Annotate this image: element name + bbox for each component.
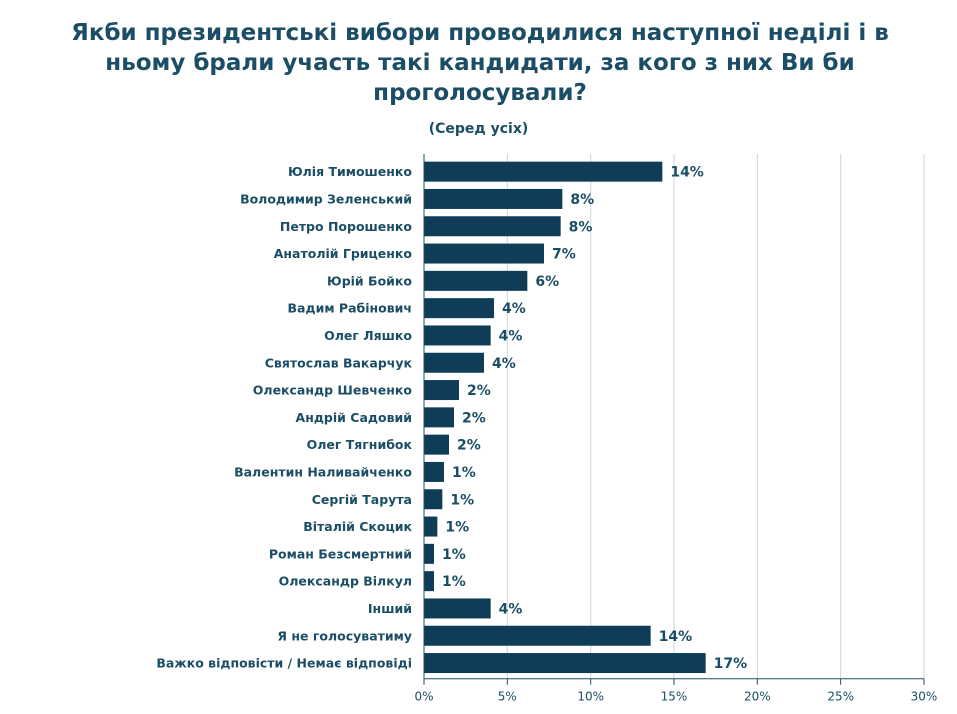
value-label: 1% — [442, 574, 466, 590]
value-label: 14% — [670, 165, 704, 181]
category-label: Юлія Тимошенко — [288, 164, 412, 179]
value-label: 2% — [467, 383, 491, 399]
category-label: Юрій Бойко — [327, 273, 412, 288]
bar — [424, 216, 561, 237]
category-label: Анатолій Гриценко — [274, 246, 413, 261]
value-label: 14% — [659, 629, 693, 645]
value-label: 6% — [535, 274, 559, 290]
category-label: Роман Безсмертний — [269, 546, 412, 561]
bar — [424, 434, 449, 455]
axis-layer: 0% 5% 10% 15% 20% 25% 30% Юлія Тимошенко 14% Воло… — [156, 154, 937, 704]
bar — [424, 461, 444, 482]
x-tick-label: 15% — [661, 690, 688, 704]
grid-layer — [506, 154, 925, 679]
bar — [424, 489, 443, 510]
x-tick-label: 30% — [911, 690, 938, 704]
value-label: 2% — [457, 438, 481, 454]
x-tick-label: 0% — [414, 690, 433, 704]
x-tick-label: 10% — [577, 690, 604, 704]
bar — [424, 325, 491, 346]
value-label: 8% — [569, 219, 593, 235]
category-label: Олег Тягнибок — [307, 437, 413, 452]
bar — [424, 188, 563, 209]
bar — [424, 543, 434, 564]
chart-title: Якби президентські вибори проводилися на… — [71, 20, 889, 106]
bar — [424, 380, 459, 401]
bar-layer — [424, 161, 706, 674]
x-tick-label: 20% — [744, 690, 771, 704]
value-label: 4% — [492, 356, 516, 372]
bar — [424, 571, 434, 592]
chart-subtitle: (Серед усіх) — [428, 121, 529, 137]
value-label: 4% — [502, 301, 526, 317]
x-tick-label: 5% — [498, 690, 517, 704]
category-label: Важко відповісти / Немає відповіді — [156, 656, 412, 671]
value-label: 1% — [442, 547, 466, 563]
value-label: 1% — [452, 465, 476, 481]
value-label: 4% — [499, 601, 523, 617]
bar — [424, 270, 528, 291]
bar — [424, 598, 491, 619]
value-label: 17% — [714, 656, 748, 672]
bar — [424, 516, 438, 537]
category-label: Олександр Шевченко — [253, 383, 413, 398]
category-label: Петро Порошенко — [280, 219, 413, 234]
category-label: Валентин Наливайченко — [234, 464, 412, 479]
category-label: Сергій Тарута — [312, 492, 412, 507]
category-label: Володимир Зеленський — [240, 191, 412, 206]
category-label: Інший — [368, 601, 412, 616]
value-label: 2% — [462, 410, 486, 426]
value-label: 4% — [499, 328, 523, 344]
value-label: 7% — [552, 247, 576, 263]
value-label: 1% — [445, 520, 469, 536]
category-label: Андрій Садовий — [296, 410, 412, 425]
category-label: Святослав Вакарчук — [265, 355, 413, 370]
category-label: Олександр Вілкул — [279, 574, 412, 589]
bar — [424, 243, 544, 264]
value-label: 8% — [570, 192, 594, 208]
bar — [424, 653, 706, 674]
bar — [424, 298, 494, 319]
category-label: Вадим Рабінович — [288, 301, 412, 316]
bar — [424, 625, 651, 646]
category-label: Олег Ляшко — [324, 328, 412, 343]
category-label: Я не голосуватиму — [277, 628, 412, 643]
bar — [424, 407, 454, 428]
category-label: Віталій Скоцик — [303, 519, 412, 534]
bar — [424, 161, 663, 182]
bar — [424, 352, 484, 373]
value-label: 1% — [450, 492, 474, 508]
x-tick-label: 25% — [827, 690, 854, 704]
